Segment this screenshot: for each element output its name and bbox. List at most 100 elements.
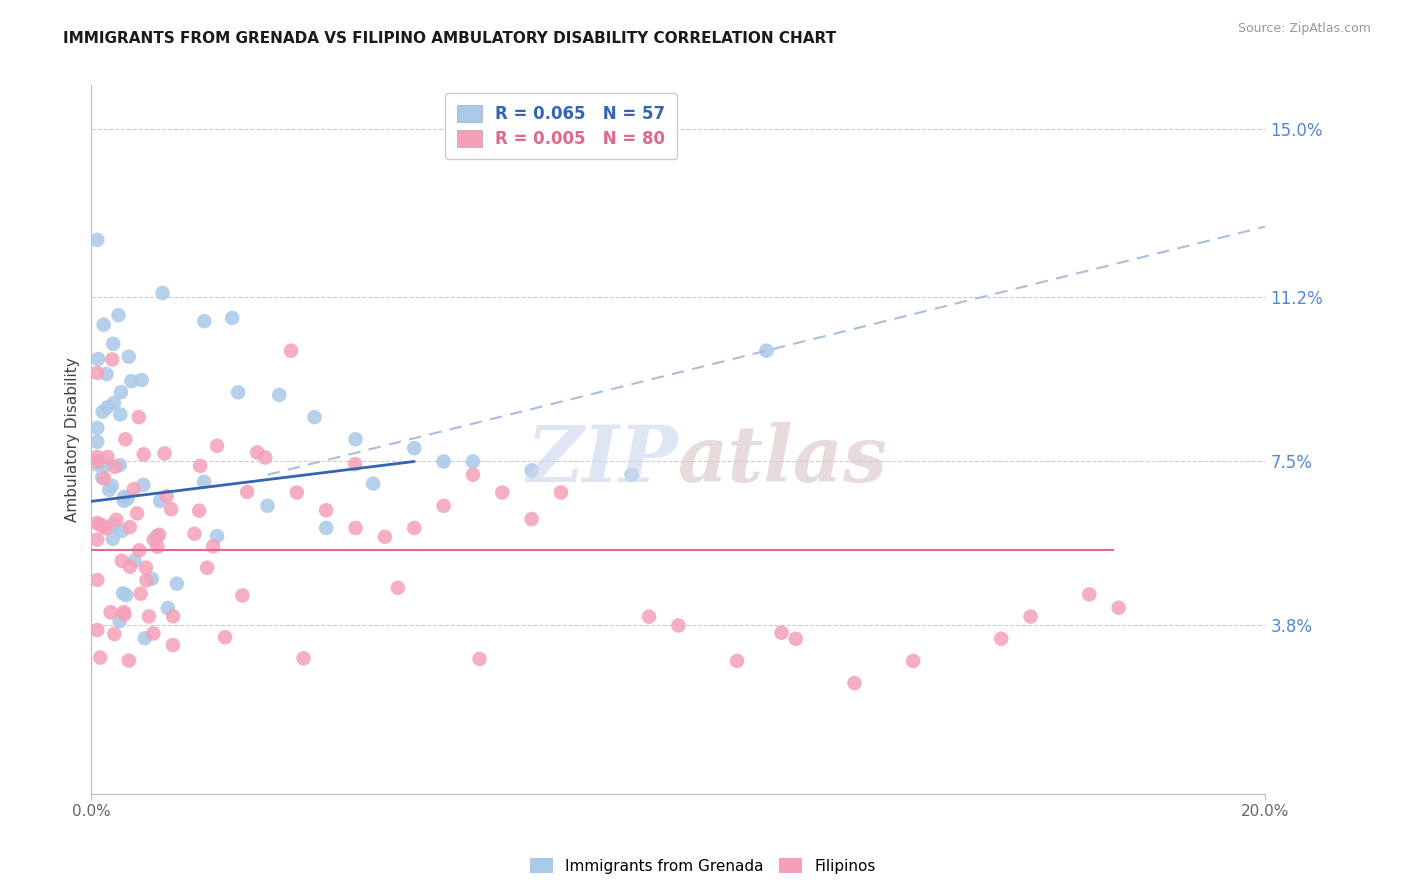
Point [134, 632, 156, 646]
Point [231, 589, 253, 603]
Point [112, 605, 135, 619]
Point [160, 502, 183, 516]
Point [166, 576, 188, 591]
Point [101, 352, 124, 367]
Point [195, 560, 218, 574]
Point [112, 586, 135, 600]
Point [149, 493, 172, 508]
Point [96, 521, 118, 535]
Point [152, 286, 174, 301]
Point [193, 314, 215, 328]
Point [990, 632, 1012, 646]
Point [114, 433, 136, 447]
Point [101, 478, 124, 492]
Point [520, 463, 543, 477]
Point [86, 454, 108, 468]
Point [101, 532, 124, 546]
Point [128, 410, 150, 425]
Point [1019, 609, 1042, 624]
Point [432, 499, 454, 513]
Point [432, 454, 454, 468]
Point [118, 520, 141, 534]
Point [285, 485, 308, 500]
Point [110, 408, 132, 422]
Point [118, 559, 141, 574]
Point [135, 574, 157, 588]
Point [98, 483, 121, 497]
Point [91, 470, 114, 484]
Point [96, 401, 118, 415]
Point [202, 539, 225, 553]
Point [110, 385, 132, 400]
Point [226, 385, 249, 400]
Point [903, 654, 925, 668]
Point [105, 513, 128, 527]
Point [117, 491, 139, 506]
Point [246, 445, 269, 459]
Point [93, 519, 115, 533]
Point [112, 493, 135, 508]
Point [183, 526, 205, 541]
Text: IMMIGRANTS FROM GRENADA VS FILIPINO AMBULATORY DISABILITY CORRELATION CHART: IMMIGRANTS FROM GRENADA VS FILIPINO AMBU… [63, 31, 837, 46]
Point [344, 433, 367, 447]
Point [142, 626, 165, 640]
Point [1078, 587, 1101, 601]
Point [491, 485, 513, 500]
Point [104, 459, 127, 474]
Point [468, 652, 491, 666]
Point [111, 524, 134, 538]
Point [122, 482, 145, 496]
Point [153, 446, 176, 460]
Point [844, 676, 866, 690]
Point [755, 343, 778, 358]
Point [103, 627, 125, 641]
Point [118, 654, 141, 668]
Point [86, 450, 108, 464]
Point [620, 467, 643, 482]
Point [124, 553, 146, 567]
Legend: R = 0.065   N = 57, R = 0.005   N = 80: R = 0.065 N = 57, R = 0.005 N = 80 [446, 93, 676, 160]
Point [107, 308, 129, 322]
Point [404, 521, 426, 535]
Point [550, 485, 572, 500]
Point [236, 484, 259, 499]
Point [132, 478, 155, 492]
Point [86, 434, 108, 449]
Point [156, 601, 179, 615]
Point [162, 638, 184, 652]
Point [256, 499, 278, 513]
Point [108, 614, 131, 628]
Point [361, 476, 384, 491]
Text: atlas: atlas [678, 422, 889, 499]
Point [304, 410, 326, 425]
Point [1108, 600, 1130, 615]
Point [114, 607, 136, 622]
Point [387, 581, 409, 595]
Point [86, 458, 108, 472]
Point [638, 609, 661, 624]
Point [135, 560, 157, 574]
Point [86, 233, 108, 247]
Point [785, 632, 807, 646]
Point [93, 471, 115, 485]
Point [103, 396, 125, 410]
Point [103, 517, 125, 532]
Point [120, 374, 142, 388]
Point [132, 447, 155, 461]
Point [461, 454, 484, 468]
Point [344, 457, 367, 471]
Point [146, 540, 169, 554]
Point [520, 512, 543, 526]
Point [145, 529, 167, 543]
Point [108, 458, 131, 472]
Point [221, 310, 243, 325]
Point [86, 533, 108, 547]
Point [89, 650, 111, 665]
Point [115, 588, 138, 602]
Legend: Immigrants from Grenada, Filipinos: Immigrants from Grenada, Filipinos [524, 852, 882, 880]
Point [96, 367, 118, 381]
Point [89, 517, 111, 532]
Point [315, 521, 337, 535]
Point [344, 521, 367, 535]
Text: ZIP: ZIP [527, 422, 678, 499]
